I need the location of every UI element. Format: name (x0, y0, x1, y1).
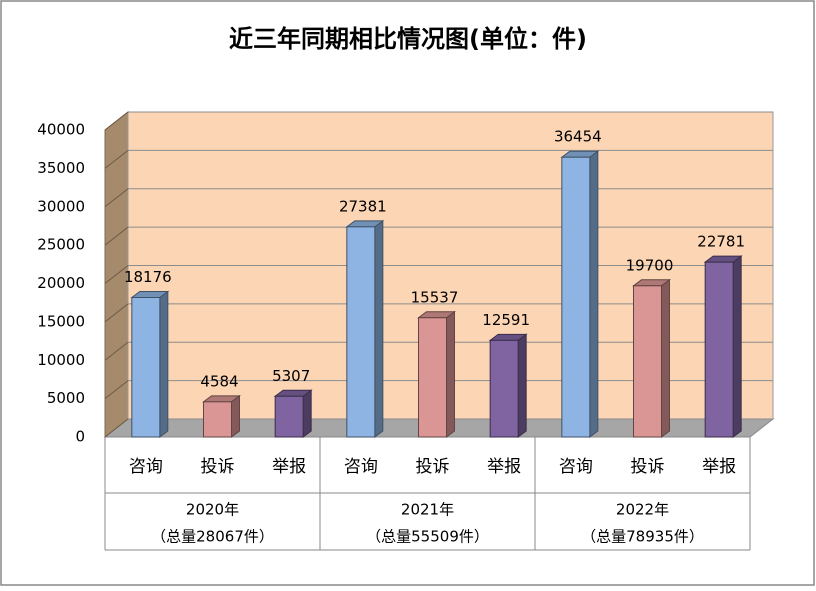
bar-side (732, 255, 742, 438)
bar-side (446, 310, 455, 438)
y-tick-label: 15000 (37, 312, 85, 330)
bar (561, 156, 591, 438)
bar-side (159, 290, 169, 438)
bar (131, 296, 161, 438)
bar-side (661, 278, 670, 438)
x-group-label: 2022年 (616, 501, 669, 519)
x-tick-label: 举报 (702, 457, 736, 477)
grid-line (104, 380, 129, 400)
value-label: 5307 (272, 367, 310, 385)
y-tick-label: 30000 (37, 197, 85, 215)
x-group-label: 2021年 (401, 501, 454, 519)
y-tick-label: 20000 (37, 274, 85, 292)
bar (489, 339, 519, 438)
x-group-label: 2020年 (186, 501, 239, 519)
x-group-total: （总量78935件） (581, 528, 704, 546)
bar-side (302, 389, 312, 438)
grid-line (104, 188, 129, 208)
grid-line (104, 418, 129, 438)
y-tick-label: 5000 (47, 389, 85, 407)
value-label: 12591 (482, 311, 530, 329)
bar-side (374, 219, 384, 438)
x-group-total: （总量55509件） (366, 528, 489, 546)
bar (346, 226, 376, 438)
value-label: 36454 (554, 128, 602, 146)
value-label: 18176 (124, 268, 172, 286)
value-label: 22781 (697, 233, 745, 251)
y-tick-label: 25000 (37, 236, 85, 254)
value-label: 4584 (200, 372, 238, 390)
value-label: 19700 (626, 256, 674, 274)
bar-side (589, 150, 599, 438)
y-tick-label: 10000 (37, 351, 85, 369)
y-tick-label: 40000 (37, 121, 85, 139)
bar-side (231, 394, 240, 438)
bar (203, 401, 232, 438)
value-label: 15537 (411, 288, 459, 306)
x-tick-label: 举报 (487, 457, 521, 477)
grid-line (104, 111, 129, 131)
value-label: 27381 (339, 197, 387, 215)
bar (704, 261, 734, 438)
x-tick-label: 投诉 (416, 457, 450, 477)
x-tick-label: 咨询 (344, 457, 378, 477)
bar-side (517, 333, 527, 438)
x-group-total: （总量28067件） (151, 528, 274, 546)
chart-title: 近三年同期相比情况图(单位：件) (229, 25, 587, 53)
grid-line (104, 226, 129, 246)
bar (633, 285, 662, 438)
bar (418, 317, 447, 438)
x-tick-label: 咨询 (129, 457, 163, 477)
grid-line (104, 341, 129, 361)
x-tick-label: 咨询 (559, 457, 593, 477)
y-tick-label: 0 (75, 428, 85, 446)
x-tick-label: 投诉 (631, 457, 665, 477)
grid-line (104, 303, 129, 323)
y-tick-label: 35000 (37, 159, 85, 177)
x-tick-label: 投诉 (201, 457, 235, 477)
grid-line (104, 265, 129, 284)
grid-line (104, 149, 129, 169)
x-tick-label: 举报 (272, 457, 306, 477)
bar (274, 395, 304, 438)
